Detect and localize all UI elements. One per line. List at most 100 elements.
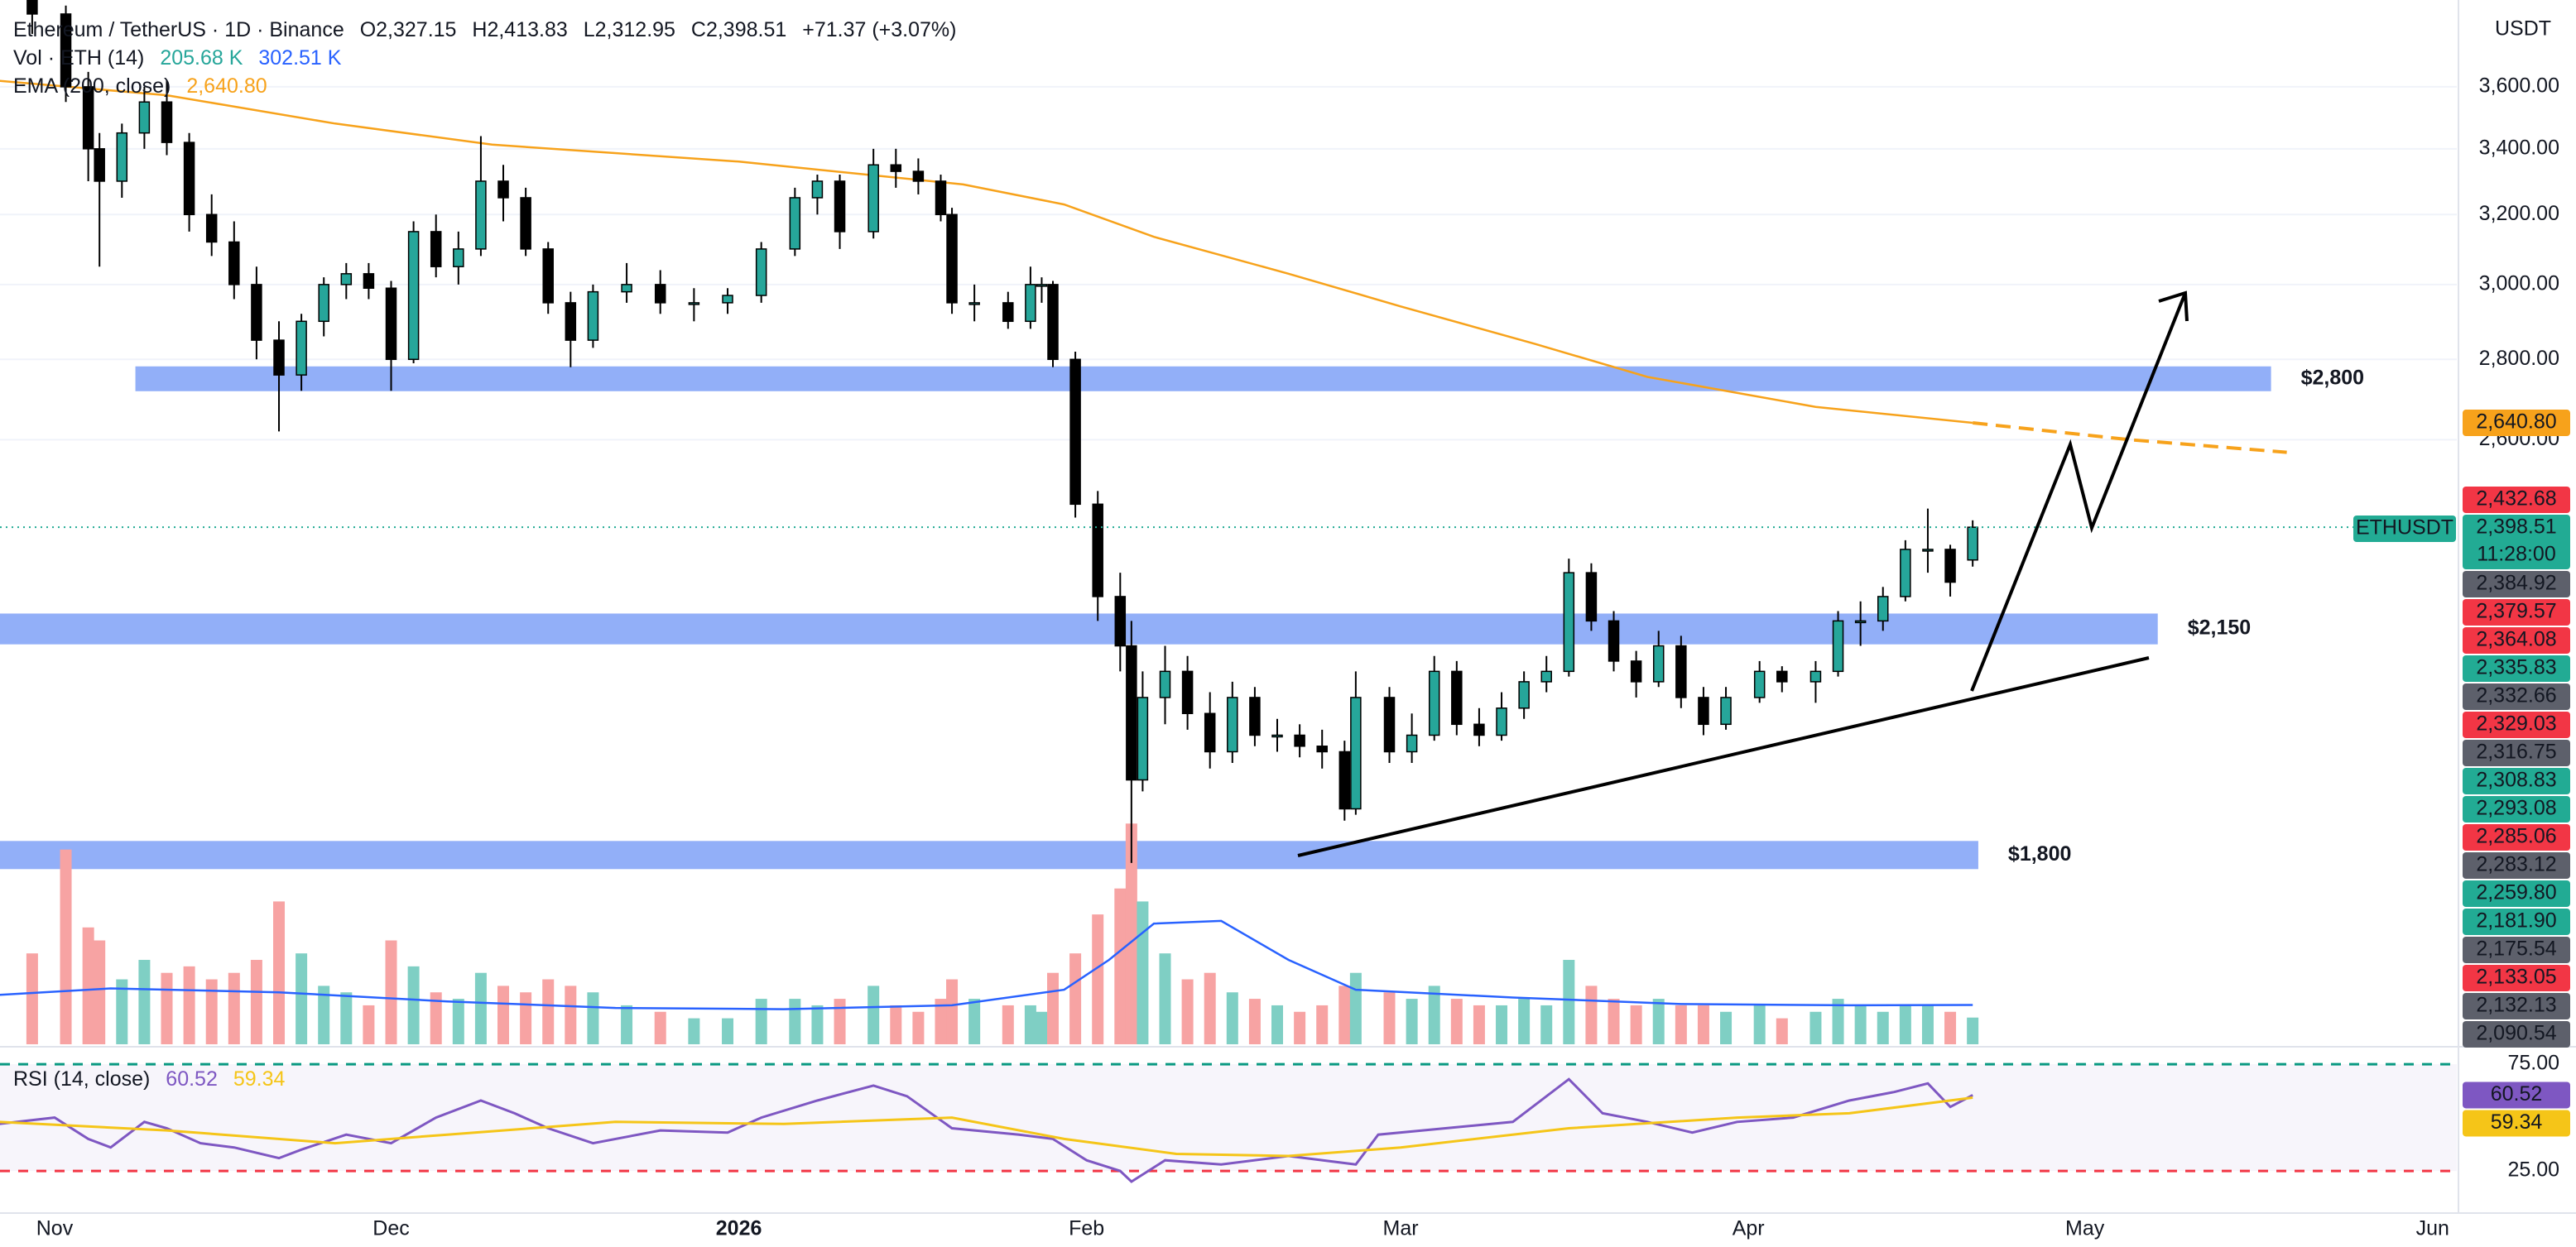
- support-zone: [135, 366, 2271, 391]
- volume-bar: [273, 901, 286, 1044]
- candle-body: [205, 213, 218, 243]
- volume-bar: [1137, 901, 1149, 1044]
- candle-body: [116, 132, 128, 182]
- candle-body: [1047, 284, 1059, 361]
- candle-body: [1294, 734, 1305, 747]
- y-tick-label: 3,000.00: [2479, 271, 2559, 295]
- price-label: 2,384.92: [2476, 572, 2556, 595]
- candle-body: [1675, 645, 1687, 698]
- volume-bar: [1047, 972, 1059, 1044]
- candle-body: [1809, 670, 1822, 683]
- volume-bar: [1069, 953, 1082, 1044]
- candle-body: [1753, 670, 1766, 698]
- price-label: 2,181.90: [2476, 909, 2556, 933]
- candle-body: [1114, 596, 1127, 647]
- volume-bar: [82, 927, 94, 1044]
- price-label-bg: [2463, 740, 2570, 766]
- candle-body: [1137, 697, 1149, 781]
- volume-bar: [430, 992, 442, 1044]
- x-tick-label: Nov: [36, 1217, 74, 1240]
- candle-body: [1249, 697, 1261, 736]
- candle-body: [430, 231, 442, 267]
- price-label-bg: [2463, 965, 2570, 991]
- candle-body: [1922, 549, 1934, 552]
- volume-bar: [318, 986, 330, 1044]
- volume-bar: [183, 966, 195, 1044]
- price-label: 2,432.68: [2476, 487, 2556, 511]
- volume-bar: [1652, 999, 1665, 1044]
- price-label-bg: [2463, 824, 2570, 851]
- volume-bar: [1675, 1005, 1687, 1044]
- volume-bar: [789, 999, 801, 1044]
- candle-body: [912, 170, 925, 182]
- volume-bar: [60, 849, 72, 1044]
- price-label-bg: [2463, 937, 2570, 963]
- grid-layer: [0, 85, 2576, 1173]
- candle-body: [811, 180, 824, 199]
- candle-body: [1428, 670, 1440, 736]
- ema-projection: [1972, 421, 2287, 454]
- volume-ma-line: [0, 919, 1973, 1010]
- price-label-bg: [2463, 796, 2570, 823]
- candle-body: [968, 302, 980, 305]
- volume-bar: [1608, 999, 1620, 1044]
- candle-body: [228, 241, 240, 285]
- ema-price-label: 2,640.80: [2476, 410, 2556, 434]
- candle-body: [183, 141, 195, 216]
- y-tick-label: 3,400.00: [2479, 136, 2559, 159]
- candle-body: [722, 295, 733, 304]
- ema-name: EMA (200, close): [13, 74, 171, 98]
- rsi-ma-value: 59.34: [233, 1067, 286, 1091]
- candle-body: [407, 231, 420, 361]
- price-label-bg: [2463, 571, 2570, 597]
- volume-bar: [1271, 1005, 1284, 1044]
- candle-body: [1608, 620, 1620, 662]
- price-label: 2,364.08: [2476, 628, 2556, 651]
- candle-body: [1496, 707, 1507, 736]
- series-layer: $2,800 $2,150 $1,800: [0, 0, 2457, 1183]
- candle-body: [1350, 697, 1362, 810]
- candle-body: [94, 148, 105, 182]
- candle-body: [1316, 746, 1328, 753]
- symbol: Ethereum / TetherUS · 1D · Binance: [13, 18, 344, 41]
- ema-value: 2,640.80: [186, 74, 267, 98]
- volume-bar: [94, 940, 106, 1044]
- candle-body: [1473, 723, 1485, 736]
- volume-bar: [1473, 1005, 1485, 1044]
- candle-body: [1585, 572, 1598, 622]
- volume-bar: [654, 1011, 666, 1044]
- candle-body: [1900, 549, 1911, 597]
- volume-bar: [1518, 999, 1531, 1044]
- ema-legend: EMA (200, close) 2,640.80: [13, 72, 277, 100]
- zone-label: $2,800: [2301, 366, 2364, 389]
- candle-body: [1540, 670, 1552, 683]
- candle-body: [1652, 645, 1665, 683]
- volume-bar: [1114, 888, 1127, 1044]
- candle-body: [475, 180, 487, 250]
- volume-bar: [1967, 1017, 1979, 1044]
- rsi-ma-price-label: 59.34: [2491, 1110, 2543, 1134]
- price-label-bg: [2463, 712, 2570, 738]
- candle-body: [1271, 734, 1283, 738]
- rsi-legend: RSI (14, close) 60.52 59.34: [13, 1065, 295, 1093]
- rsi-value: 60.52: [166, 1067, 218, 1091]
- candle-body: [1832, 620, 1844, 673]
- volume-bar: [1226, 992, 1238, 1044]
- candle-body: [520, 197, 531, 250]
- volume-bar: [1294, 1011, 1306, 1044]
- volume-bar: [138, 960, 151, 1044]
- price-label-bg: [2463, 880, 2570, 907]
- candle-body: [1563, 572, 1575, 673]
- volume-bar: [542, 979, 555, 1044]
- x-tick-label: Dec: [372, 1217, 409, 1240]
- price-label: 2,335.83: [2476, 656, 2556, 679]
- volume-bar: [161, 972, 173, 1044]
- y-tick-label: 3,600.00: [2479, 74, 2559, 98]
- volume-bar: [1921, 1005, 1934, 1044]
- price-label-bg: [2463, 599, 2570, 626]
- candle-body: [1025, 284, 1036, 323]
- current-price: 2,398.51: [2476, 516, 2556, 539]
- price-label: 2,283.12: [2476, 853, 2556, 876]
